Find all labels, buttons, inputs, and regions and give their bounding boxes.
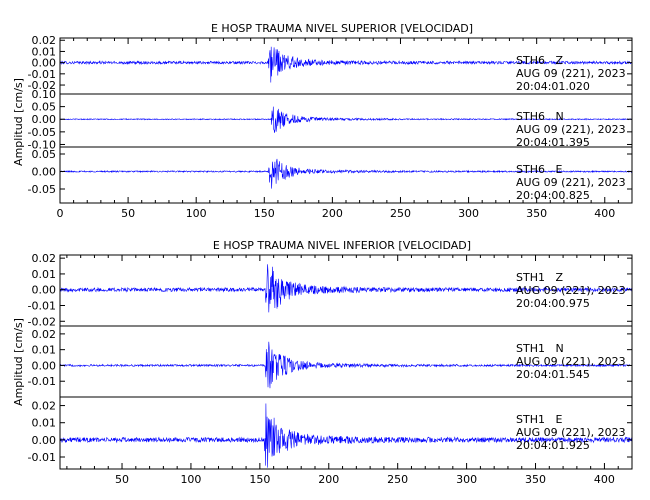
x-tick-label: 200	[322, 207, 343, 220]
record-date-label: AUG 09 (221), 2023	[516, 123, 626, 136]
trace-sth1-z	[60, 264, 632, 313]
y-tick-label: -0.05	[28, 126, 56, 139]
y-tick-label: 0.05	[32, 148, 57, 161]
lower-level-chart: E HOSP TRAUMA NIVEL INFERIOR [VELOCIDAD]…	[12, 239, 633, 486]
y-tick-label: 0.02	[32, 400, 57, 413]
station-component-label: STH1 E	[516, 413, 562, 426]
x-tick-label: 100	[180, 473, 201, 486]
x-tick-label: 250	[387, 473, 408, 486]
y-tick-label: 0.02	[32, 252, 57, 265]
x-tick-label: 400	[594, 473, 615, 486]
y-tick-label: 0.01	[32, 417, 57, 430]
x-tick-label: 150	[254, 207, 275, 220]
panel-frame	[59, 396, 633, 470]
station-component-label: STH6 Z	[516, 54, 563, 67]
y-tick-label: 0.02	[32, 328, 57, 341]
y-tick-label: 0.01	[32, 344, 57, 357]
trace-sth1-n	[60, 341, 632, 389]
x-tick-label: 300	[458, 207, 479, 220]
record-date-label: AUG 09 (221), 2023	[516, 355, 626, 368]
record-time-label: 20:04:01.545	[516, 368, 590, 381]
x-tick-label: 100	[186, 207, 207, 220]
y-tick-label: 0.00	[32, 284, 57, 297]
station-component-label: STH1 Z	[516, 271, 563, 284]
trace-sth6-n	[60, 106, 632, 133]
y-tick-label: 0.01	[32, 268, 57, 281]
y-tick-label: -0.01	[28, 451, 56, 464]
y-tick-label: 0.10	[32, 88, 57, 101]
y-tick-label: 0.05	[32, 101, 57, 114]
record-date-label: AUG 09 (221), 2023	[516, 284, 626, 297]
y-tick-label: -0.01	[28, 375, 56, 388]
y-tick-label: 0.00	[32, 434, 57, 447]
record-date-label: AUG 09 (221), 2023	[516, 176, 626, 189]
record-date-label: AUG 09 (221), 2023	[516, 67, 626, 80]
y-tick-label: -0.01	[28, 68, 56, 81]
y-tick-label: -0.10	[28, 138, 56, 151]
record-time-label: 20:04:01.020	[516, 80, 590, 93]
y-tick-label: -0.05	[28, 183, 56, 196]
record-date-label: AUG 09 (221), 2023	[516, 426, 626, 439]
station-component-label: STH6 N	[516, 110, 564, 123]
record-time-label: 20:04:00.975	[516, 297, 590, 310]
y-axis-label: Amplitud [cm/s]	[12, 78, 25, 166]
y-tick-label: 0.02	[32, 34, 57, 47]
x-tick-label: 50	[121, 207, 135, 220]
record-time-label: 20:04:01.925	[516, 439, 590, 452]
y-tick-label: -0.01	[28, 299, 56, 312]
x-tick-label: 250	[390, 207, 411, 220]
chart-title: E HOSP TRAUMA NIVEL SUPERIOR [VELOCIDAD]	[211, 22, 473, 35]
x-tick-label: 0	[57, 207, 64, 220]
x-tick-label: 200	[318, 473, 339, 486]
x-tick-label: 50	[115, 473, 129, 486]
x-tick-label: 150	[249, 473, 270, 486]
chart-title: E HOSP TRAUMA NIVEL INFERIOR [VELOCIDAD]	[213, 239, 471, 252]
trace-sth1-e	[60, 403, 632, 468]
station-component-label: STH6 E	[516, 163, 562, 176]
station-component-label: STH1 N	[516, 342, 564, 355]
x-tick-label: 350	[526, 207, 547, 220]
trace-sth6-z	[60, 46, 632, 83]
y-tick-label: 0.00	[32, 113, 57, 126]
y-tick-label: 0.00	[32, 359, 57, 372]
x-tick-label: 350	[525, 473, 546, 486]
y-axis-label: Amplitud [cm/s]	[12, 318, 25, 406]
x-tick-label: 400	[594, 207, 615, 220]
x-tick-label: 300	[456, 473, 477, 486]
y-tick-label: 0.00	[32, 57, 57, 70]
y-tick-label: -0.02	[28, 79, 56, 92]
record-time-label: 20:04:00.825	[516, 189, 590, 202]
y-tick-label: -0.02	[28, 315, 56, 328]
trace-sth6-e	[60, 158, 632, 189]
upper-level-chart: E HOSP TRAUMA NIVEL SUPERIOR [VELOCIDAD]…	[12, 22, 633, 220]
y-tick-label: 0.00	[32, 166, 57, 179]
record-time-label: 20:04:01.395	[516, 136, 590, 149]
y-tick-label: 0.01	[32, 45, 57, 58]
